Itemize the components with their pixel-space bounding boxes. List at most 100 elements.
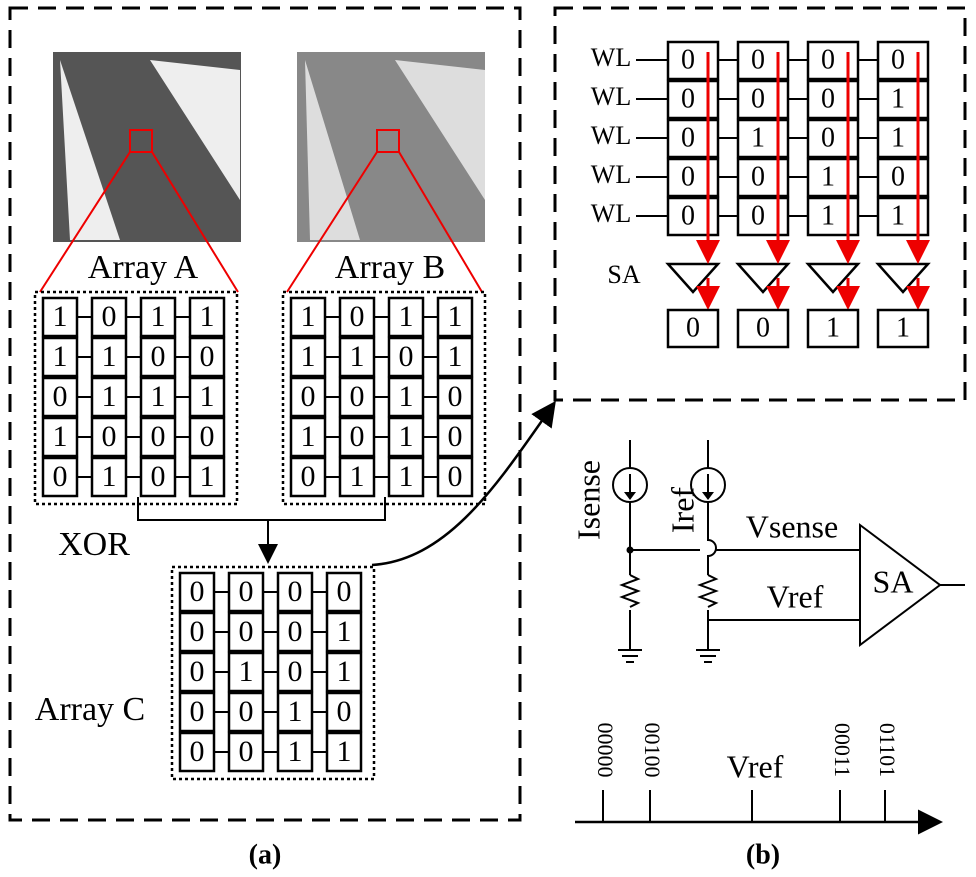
sense-amp bbox=[668, 264, 718, 292]
sense-amp bbox=[878, 264, 928, 292]
isense-label: Isense bbox=[570, 460, 606, 540]
bit: 0 bbox=[751, 44, 765, 75]
xor-connector bbox=[138, 497, 385, 560]
iref-label: Iref bbox=[664, 487, 700, 534]
bit: 0 bbox=[301, 460, 316, 493]
bit: 0 bbox=[190, 735, 205, 768]
bit: 1 bbox=[399, 420, 414, 453]
bit: 0 bbox=[190, 695, 205, 728]
code-label: 00011 bbox=[830, 723, 855, 777]
bit: 0 bbox=[891, 161, 905, 192]
bit: 1 bbox=[200, 380, 215, 413]
xor-label: XOR bbox=[58, 526, 130, 563]
bit: 1 bbox=[239, 655, 254, 688]
bit: 1 bbox=[350, 460, 365, 493]
bit: 1 bbox=[53, 340, 68, 373]
caption: (a) bbox=[249, 839, 282, 870]
wl-label: WL bbox=[591, 121, 631, 150]
bit: 0 bbox=[681, 44, 695, 75]
bit: 0 bbox=[891, 44, 905, 75]
bit: 1 bbox=[53, 300, 68, 333]
sense-amp bbox=[738, 264, 788, 292]
bit: 0 bbox=[288, 615, 303, 648]
bit: 1 bbox=[288, 735, 303, 768]
bit: 0 bbox=[681, 200, 695, 231]
bit: 0 bbox=[200, 340, 215, 373]
bit: 1 bbox=[448, 300, 463, 333]
bit: 0 bbox=[350, 380, 365, 413]
bit: 1 bbox=[448, 340, 463, 373]
code-label: 01101 bbox=[875, 723, 900, 777]
bit: 1 bbox=[102, 460, 117, 493]
array-label: Array B bbox=[335, 249, 445, 286]
bit: 0 bbox=[337, 575, 352, 608]
bit: 0 bbox=[190, 655, 205, 688]
output-bit: 0 bbox=[756, 312, 770, 343]
bit: 0 bbox=[151, 420, 166, 453]
bit: 0 bbox=[821, 122, 835, 153]
bit: 1 bbox=[399, 380, 414, 413]
bit: 0 bbox=[239, 735, 254, 768]
bit: 1 bbox=[399, 300, 414, 333]
code-label: 00100 bbox=[640, 723, 665, 778]
bit: 1 bbox=[891, 122, 905, 153]
bit: 0 bbox=[337, 695, 352, 728]
bit: 1 bbox=[337, 655, 352, 688]
bit: 1 bbox=[288, 695, 303, 728]
bit: 0 bbox=[190, 575, 205, 608]
bit: 0 bbox=[448, 380, 463, 413]
bit: 0 bbox=[102, 420, 117, 453]
figure: 1011110001111000010110111101001010100110… bbox=[0, 0, 976, 877]
caption: (b) bbox=[746, 839, 780, 870]
bit: 1 bbox=[350, 340, 365, 373]
circuit-wires bbox=[613, 440, 965, 662]
bit: 1 bbox=[337, 735, 352, 768]
bit: 0 bbox=[151, 460, 166, 493]
bit: 0 bbox=[301, 380, 316, 413]
bit: 0 bbox=[350, 300, 365, 333]
array-label: Array C bbox=[35, 691, 145, 728]
vsense-label: Vsense bbox=[746, 508, 838, 544]
bit: 1 bbox=[891, 200, 905, 231]
bit: 1 bbox=[821, 161, 835, 192]
sense-amp bbox=[808, 264, 858, 292]
bit: 1 bbox=[151, 300, 166, 333]
bit: 1 bbox=[200, 460, 215, 493]
bit: 0 bbox=[200, 420, 215, 453]
wl-label: WL bbox=[591, 160, 631, 189]
bit: 0 bbox=[102, 300, 117, 333]
bit: 0 bbox=[821, 44, 835, 75]
bit: 0 bbox=[751, 161, 765, 192]
bit: 1 bbox=[399, 460, 414, 493]
bit: 0 bbox=[288, 575, 303, 608]
bit: 1 bbox=[301, 340, 316, 373]
bit: 1 bbox=[891, 83, 905, 114]
bit: 1 bbox=[301, 420, 316, 453]
wl-label: WL bbox=[591, 43, 631, 72]
bit: 1 bbox=[102, 340, 117, 373]
bit: 0 bbox=[751, 200, 765, 231]
bit: 1 bbox=[301, 300, 316, 333]
bit: 0 bbox=[53, 460, 68, 493]
bit: 0 bbox=[190, 615, 205, 648]
bit: 0 bbox=[448, 420, 463, 453]
code-label: 00000 bbox=[593, 723, 618, 778]
bit: 0 bbox=[350, 420, 365, 453]
bit: 1 bbox=[200, 300, 215, 333]
output-bit: 1 bbox=[896, 312, 910, 343]
sa-label: SA bbox=[607, 260, 640, 289]
output-bit: 0 bbox=[686, 312, 700, 343]
bit: 1 bbox=[337, 615, 352, 648]
output-bit: 1 bbox=[826, 312, 840, 343]
node bbox=[627, 547, 634, 554]
bit: 0 bbox=[239, 615, 254, 648]
bit: 0 bbox=[239, 575, 254, 608]
sa-label: SA bbox=[873, 563, 914, 599]
wl-label: WL bbox=[591, 199, 631, 228]
bit: 0 bbox=[448, 460, 463, 493]
bit: 0 bbox=[681, 161, 695, 192]
bit: 0 bbox=[681, 122, 695, 153]
wl-label: WL bbox=[591, 82, 631, 111]
bit: 1 bbox=[751, 122, 765, 153]
bit: 1 bbox=[53, 420, 68, 453]
